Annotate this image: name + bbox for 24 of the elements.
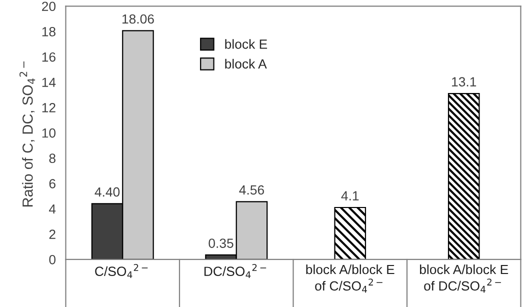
x-tick-label: block A/block E of DC/SO$_{4}$$^{2−}$ [420, 264, 508, 293]
x-tick-label: DC/SO$_{4}$$^{2−}$ [204, 264, 266, 278]
y-tick-label: 20 [42, 2, 56, 12]
data-label: 4.1 [341, 191, 359, 200]
y-tick-label: 2 [49, 230, 56, 239]
legend-label: block E [225, 39, 268, 49]
data-label: 4.56 [239, 185, 264, 195]
x-tick-label: block A/block E of C/SO$_{4}$$^{2−}$ [306, 264, 394, 293]
data-label: 0.35 [208, 238, 234, 248]
y-tick-label: 8 [49, 154, 56, 164]
y-tick-label: 18 [42, 27, 56, 36]
y-tick-label: 12 [42, 103, 56, 112]
data-label: 4.40 [94, 187, 120, 197]
data-label: 13.1 [452, 77, 476, 86]
y-tick-label: 14 [42, 78, 56, 87]
data-label: 18.06 [122, 14, 154, 24]
y-tick-label: 6 [49, 179, 56, 188]
y-tick-label: 10 [42, 128, 56, 138]
y-tick-label: 16 [42, 52, 56, 62]
x-tick-label: C/SO$_{4}$$^{2−}$ [95, 264, 148, 278]
y-tick-label: 0 [49, 254, 56, 264]
y-tick-label: 4 [48, 204, 56, 214]
legend-label: block A [225, 58, 267, 69]
y-axis-title: Ratio of C, DC, SO$_{4}$$^{2−}$ [20, 61, 36, 207]
